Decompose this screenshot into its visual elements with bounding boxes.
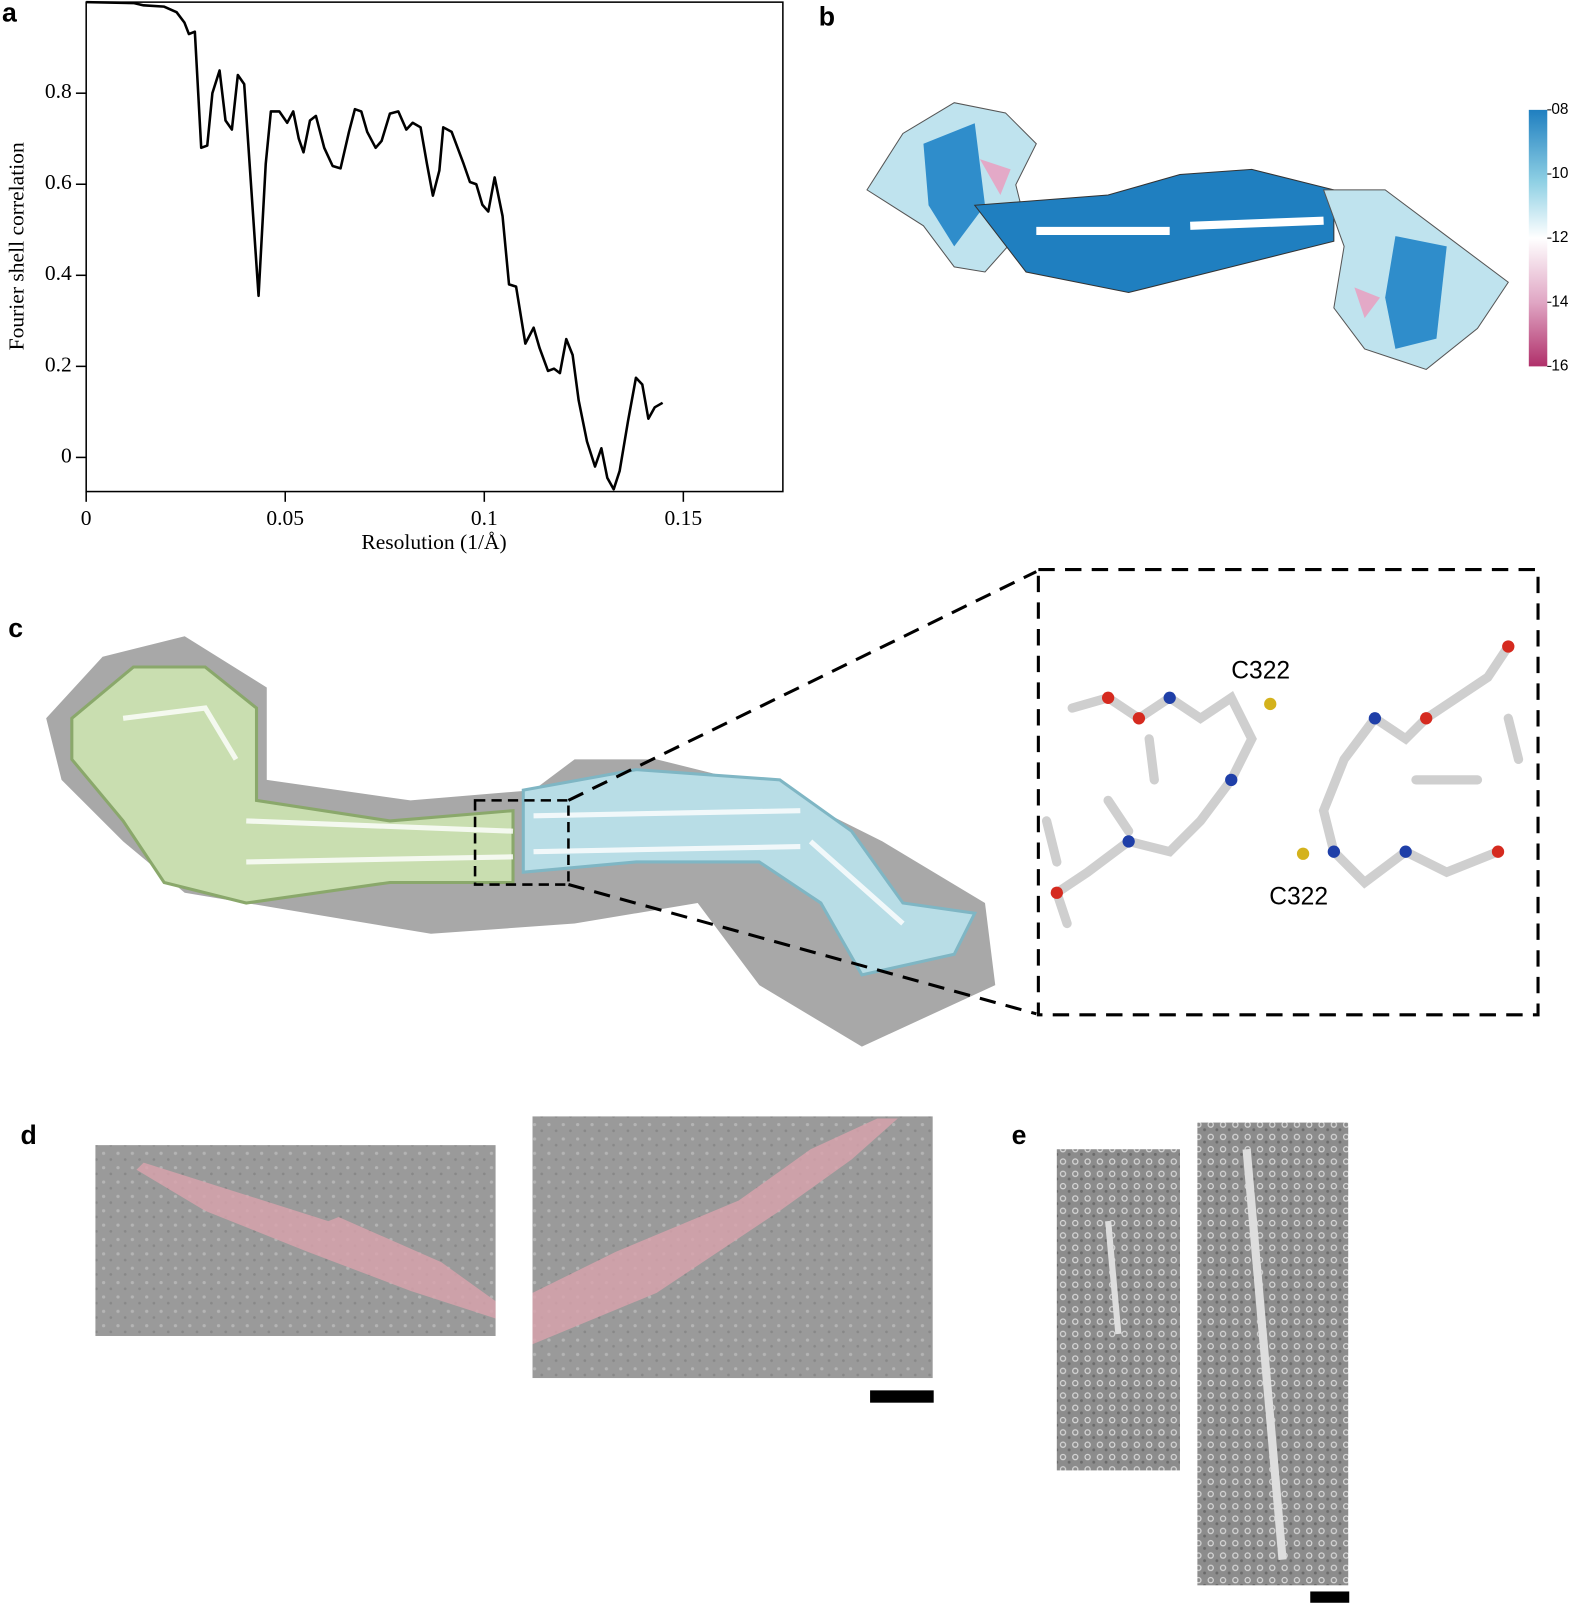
x-tick-label: 0.15: [665, 506, 703, 530]
density-map: [46, 567, 1540, 1047]
panel-label: e: [1012, 1120, 1027, 1150]
x-tick-label: 0: [81, 506, 92, 530]
y-tick-label: 0.2: [45, 352, 72, 376]
colorbar-tick-label: 08: [1551, 101, 1568, 118]
panel-label: a: [2, 0, 17, 27]
y-tick-label: 0.4: [45, 261, 72, 285]
colorbar-tick-label: 10: [1551, 165, 1568, 182]
stick-model: [1041, 641, 1524, 929]
x-axis-label: Resolution (1/Å): [361, 530, 506, 554]
y-tick-label: 0.8: [45, 79, 72, 103]
colorbar: [1528, 109, 1548, 367]
micrographs-d: [95, 1116, 934, 1403]
residue-label: C322: [1231, 658, 1290, 685]
residue-label: C322: [1269, 883, 1328, 910]
y-tick-label: 0: [61, 443, 72, 467]
colorbar-ticks: 08 10 12 14 16: [1547, 101, 1569, 374]
colorbar-tick-label: 12: [1551, 229, 1568, 246]
fsc-line: [86, 0, 664, 491]
local-resolution-map: [866, 102, 1509, 371]
micrographs-e: [1056, 1122, 1350, 1603]
panel-label: d: [21, 1120, 37, 1150]
plot-frame: [85, 1, 784, 493]
atoms: [1050, 640, 1515, 899]
colorbar-tick-label: 16: [1551, 357, 1568, 374]
panel-label: c: [8, 613, 23, 643]
fsc-plot: 0 0.05 0.1 0.15 0 0.2 0.4 0.6 0.8: [45, 0, 703, 530]
x-tick-label: 0.05: [266, 506, 304, 530]
x-tick-label: 0.1: [471, 506, 498, 530]
y-tick-label: 0.6: [45, 170, 72, 194]
panel-label: b: [819, 2, 835, 32]
colorbar-tick-label: 14: [1551, 293, 1569, 310]
y-axis-label: Fourier shell correlation: [4, 142, 28, 350]
